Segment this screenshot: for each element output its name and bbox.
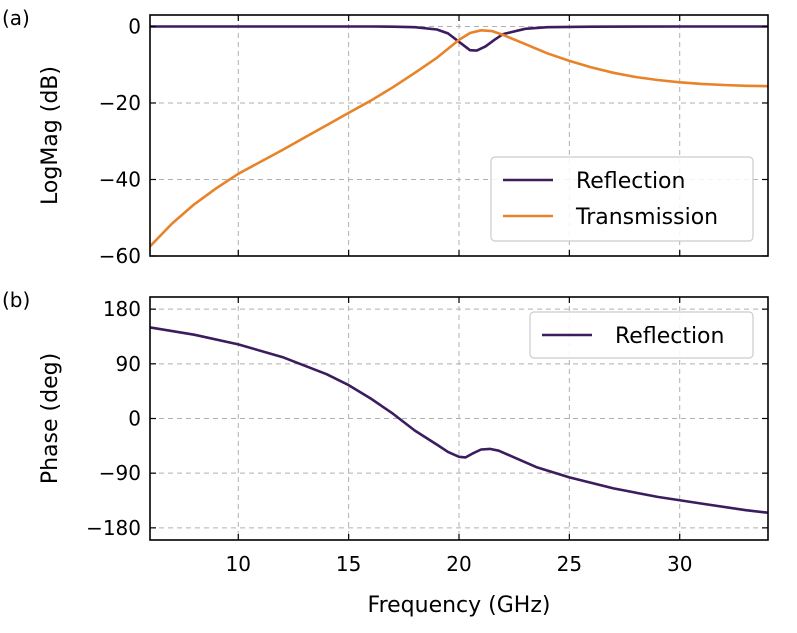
series-group xyxy=(150,326,768,514)
series-line-reflection xyxy=(150,25,768,52)
x-tick-label: 30 xyxy=(667,552,692,576)
panel-label: (b) xyxy=(2,288,30,312)
legend: Reflection Transmission xyxy=(490,156,754,242)
legend-label-reflection: Reflection xyxy=(576,169,685,194)
y-tick-label: 0 xyxy=(128,407,141,431)
panel-b: 180 90 0 −90 −180 10 15 20 25 30 Phase (deg) Freque… xyxy=(2,288,769,618)
panel-a: 0 −20 −40 −60 LogMag (dB) (a) Reflection Transm… xyxy=(2,6,769,268)
y-tick-label: −180 xyxy=(86,516,141,540)
series-line-reflection xyxy=(150,326,768,514)
y-tick-label: 90 xyxy=(116,352,141,376)
y-tick-label: −20 xyxy=(99,91,141,115)
y-axis-label: Phase (deg) xyxy=(38,353,63,484)
series-line-transmission xyxy=(150,29,768,248)
plot-frame xyxy=(149,296,769,541)
legend-box xyxy=(490,156,754,242)
legend: Reflection xyxy=(529,311,754,359)
y-tick-label: −40 xyxy=(99,167,141,191)
y-tick-label: −60 xyxy=(99,244,141,268)
y-tick-label: 180 xyxy=(103,297,141,321)
x-tick-label: 20 xyxy=(446,552,471,576)
panel-label: (a) xyxy=(2,6,30,30)
plot-frame xyxy=(149,14,769,257)
y-tick-label: 0 xyxy=(128,14,141,38)
x-axis-label: Frequency (GHz) xyxy=(368,593,551,618)
legend-label-reflection: Reflection xyxy=(615,324,724,349)
x-tick-label: 10 xyxy=(226,552,251,576)
legend-label-transmission: Transmission xyxy=(575,205,718,230)
x-tick-label: 15 xyxy=(336,552,361,576)
y-axis-label: LogMag (dB) xyxy=(38,66,63,205)
x-tick-label: 25 xyxy=(557,552,582,576)
legend-box xyxy=(529,311,754,359)
y-tick-label: −90 xyxy=(99,461,141,485)
series-group xyxy=(150,25,768,248)
